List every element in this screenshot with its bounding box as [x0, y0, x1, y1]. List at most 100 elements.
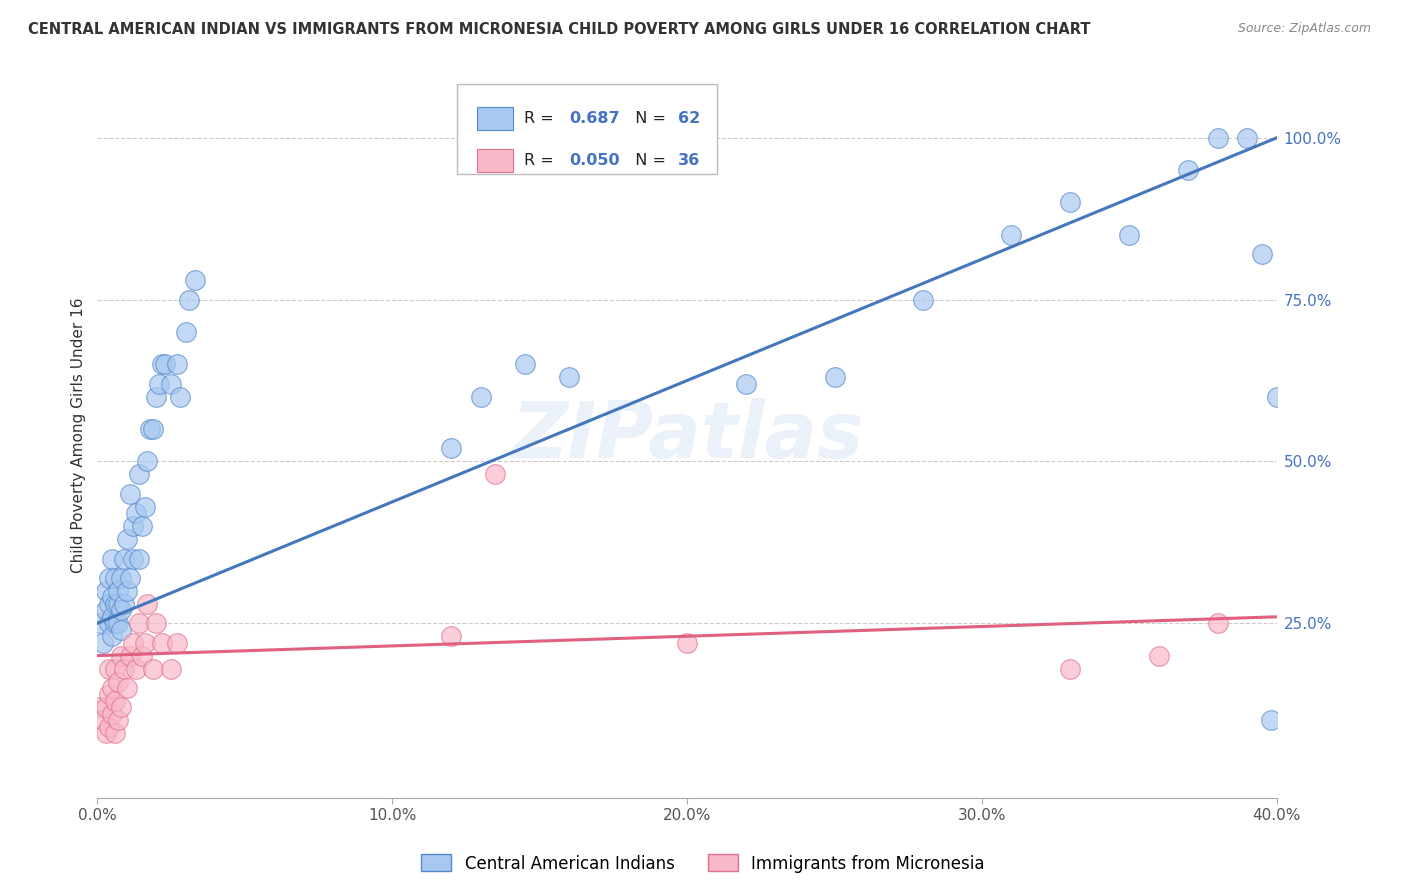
- Point: [98, 688, 121, 702]
- Point: [513, 357, 536, 371]
- Point: [96, 603, 118, 617]
- Point: [911, 293, 934, 307]
- Text: N =: N =: [624, 112, 671, 127]
- Point: [150, 357, 173, 371]
- Point: [166, 357, 188, 371]
- Point: [440, 442, 463, 456]
- Point: [134, 500, 156, 514]
- Point: [98, 597, 121, 611]
- Point: [153, 357, 176, 371]
- FancyBboxPatch shape: [457, 84, 717, 175]
- Point: [142, 662, 165, 676]
- Point: [125, 662, 148, 676]
- Point: [104, 571, 127, 585]
- Point: [104, 616, 127, 631]
- Legend: Central American Indians, Immigrants from Micronesia: Central American Indians, Immigrants fro…: [415, 847, 991, 880]
- Point: [101, 551, 124, 566]
- Point: [160, 662, 183, 676]
- Point: [128, 467, 150, 482]
- Y-axis label: Child Poverty Among Girls Under 16: Child Poverty Among Girls Under 16: [72, 298, 86, 574]
- Point: [118, 487, 141, 501]
- Point: [110, 700, 132, 714]
- Point: [115, 681, 138, 695]
- Point: [115, 532, 138, 546]
- Point: [1251, 247, 1274, 261]
- FancyBboxPatch shape: [477, 149, 513, 172]
- Point: [101, 609, 124, 624]
- Point: [174, 325, 197, 339]
- Point: [148, 376, 170, 391]
- Point: [98, 662, 121, 676]
- Point: [1260, 714, 1282, 728]
- Point: [125, 506, 148, 520]
- Point: [110, 648, 132, 663]
- Point: [676, 636, 699, 650]
- Point: [177, 293, 200, 307]
- Point: [470, 390, 492, 404]
- Point: [104, 662, 127, 676]
- Point: [101, 591, 124, 605]
- Point: [735, 376, 758, 391]
- Point: [166, 636, 188, 650]
- Text: CENTRAL AMERICAN INDIAN VS IMMIGRANTS FROM MICRONESIA CHILD POVERTY AMONG GIRLS : CENTRAL AMERICAN INDIAN VS IMMIGRANTS FR…: [28, 22, 1091, 37]
- Point: [136, 454, 159, 468]
- Point: [1206, 130, 1229, 145]
- Point: [131, 648, 153, 663]
- Point: [128, 551, 150, 566]
- Point: [107, 616, 129, 631]
- Point: [107, 583, 129, 598]
- Point: [101, 706, 124, 721]
- Point: [115, 583, 138, 598]
- Point: [89, 700, 111, 714]
- Text: 62: 62: [678, 112, 700, 127]
- Point: [96, 700, 118, 714]
- Text: 36: 36: [678, 153, 700, 168]
- Point: [1177, 163, 1199, 178]
- Text: ZIPatlas: ZIPatlas: [510, 398, 863, 474]
- Point: [104, 694, 127, 708]
- Point: [169, 390, 191, 404]
- Point: [128, 616, 150, 631]
- Point: [110, 603, 132, 617]
- Point: [112, 662, 135, 676]
- Point: [121, 551, 143, 566]
- Point: [107, 674, 129, 689]
- Point: [91, 636, 114, 650]
- Point: [1000, 227, 1022, 242]
- Point: [440, 629, 463, 643]
- Point: [142, 422, 165, 436]
- Point: [104, 726, 127, 740]
- Point: [150, 636, 173, 650]
- Point: [1236, 130, 1258, 145]
- Point: [118, 571, 141, 585]
- Point: [101, 681, 124, 695]
- Point: [112, 597, 135, 611]
- Text: N =: N =: [624, 153, 671, 168]
- Point: [145, 616, 167, 631]
- Text: Source: ZipAtlas.com: Source: ZipAtlas.com: [1237, 22, 1371, 36]
- Point: [110, 623, 132, 637]
- Point: [558, 370, 581, 384]
- Point: [1059, 662, 1081, 676]
- Point: [136, 597, 159, 611]
- Point: [91, 714, 114, 728]
- Point: [121, 519, 143, 533]
- Point: [1118, 227, 1140, 242]
- Point: [101, 629, 124, 643]
- Point: [183, 273, 205, 287]
- Point: [145, 390, 167, 404]
- Point: [1059, 195, 1081, 210]
- Point: [131, 519, 153, 533]
- Point: [107, 597, 129, 611]
- Point: [96, 726, 118, 740]
- Point: [89, 616, 111, 631]
- Point: [1206, 616, 1229, 631]
- Point: [1147, 648, 1170, 663]
- Point: [1265, 390, 1288, 404]
- Text: 0.687: 0.687: [569, 112, 620, 127]
- FancyBboxPatch shape: [477, 107, 513, 130]
- Point: [134, 636, 156, 650]
- Point: [104, 597, 127, 611]
- Point: [98, 720, 121, 734]
- Point: [112, 551, 135, 566]
